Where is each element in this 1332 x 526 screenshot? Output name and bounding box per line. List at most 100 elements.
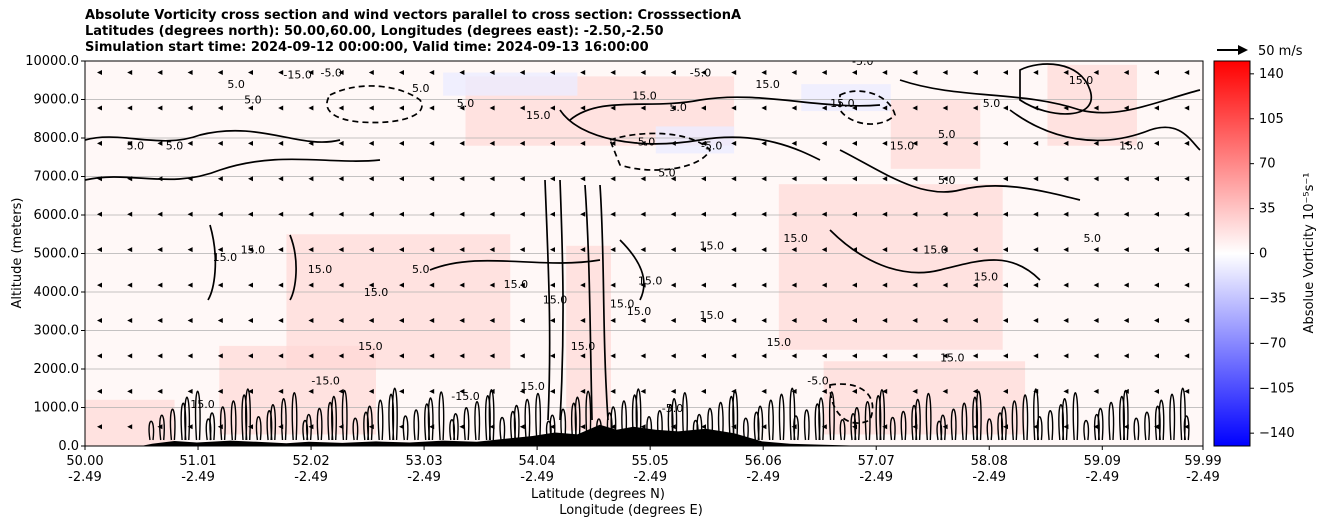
wind-vector — [459, 70, 465, 76]
wind-vector — [761, 211, 767, 217]
contour-line — [899, 79, 1201, 114]
negative-vorticity-region — [443, 72, 578, 96]
y-tick-label: 10000.0 — [25, 54, 79, 69]
wind-vector — [1093, 317, 1099, 323]
wind-vector — [791, 140, 797, 146]
wind-vector — [519, 176, 525, 182]
wind-vector — [338, 140, 344, 146]
wind-vector — [1093, 105, 1099, 111]
wind-vector — [821, 317, 827, 323]
wind-vector — [942, 353, 948, 359]
wind-vector — [127, 176, 133, 182]
wind-vector — [1063, 247, 1069, 253]
wind-vector — [821, 70, 827, 76]
wind-vector — [187, 211, 193, 217]
x-tick-label-lon: -2.49 — [859, 470, 893, 485]
vorticity-region — [778, 184, 1003, 350]
wind-vector — [1184, 353, 1190, 359]
wind-vector — [97, 353, 102, 359]
wind-vector — [187, 424, 193, 430]
wind-vector — [248, 176, 253, 182]
contour-line — [280, 398, 287, 441]
contour-line — [544, 179, 551, 421]
wind-vector — [1003, 176, 1008, 182]
x-tick-label-lon: -2.49 — [1085, 470, 1119, 485]
wind-vector — [519, 317, 525, 323]
contour-line — [306, 414, 312, 441]
wind-vector — [761, 70, 767, 76]
wind-vector — [882, 247, 888, 253]
wind-vector — [701, 282, 706, 288]
wind-vector — [580, 317, 586, 323]
wind-vector — [610, 282, 616, 288]
contour-label: 15.0 — [610, 297, 635, 310]
wind-vector — [821, 282, 827, 288]
wind-vector — [731, 282, 737, 288]
wind-vector — [127, 388, 133, 394]
wind-vector — [399, 70, 404, 76]
wind-vector — [217, 70, 223, 76]
wind-vector — [550, 282, 555, 288]
x-tick-label-lon: -2.49 — [181, 470, 215, 485]
contour-line — [940, 414, 946, 441]
wind-vector — [882, 282, 888, 288]
wind-vector — [1003, 105, 1008, 111]
wind-key: 50 m/s — [1217, 44, 1303, 59]
wind-vector — [459, 140, 465, 146]
wind-vector — [519, 70, 525, 76]
contour-label: 15.0 — [358, 340, 383, 353]
wind-vector — [670, 424, 676, 430]
wind-vector — [550, 317, 555, 323]
contour-label: 15.0 — [632, 90, 657, 103]
colorbar-tick-label: −140 — [1259, 426, 1295, 441]
wind-vector — [187, 247, 193, 253]
wind-vector — [640, 282, 646, 288]
wind-vector — [489, 211, 495, 217]
wind-vector — [459, 176, 465, 182]
wind-vector — [1184, 105, 1190, 111]
wind-vector — [640, 140, 646, 146]
wind-vector — [640, 211, 646, 217]
wind-vector — [217, 140, 223, 146]
wind-vector — [399, 140, 404, 146]
contour-line — [803, 409, 810, 441]
x-tick-label-lat: 59.09 — [1084, 454, 1121, 469]
wind-vector — [1123, 105, 1129, 111]
contour-label: -15.0 — [283, 68, 311, 81]
wind-vector — [278, 211, 284, 217]
wind-vector — [1033, 211, 1039, 217]
chart-title-line-1: Absolute Vorticity cross section and win… — [85, 8, 742, 23]
wind-vector — [1033, 317, 1039, 323]
wind-vector — [972, 247, 978, 253]
contour-line — [879, 389, 886, 441]
wind-vector — [791, 70, 797, 76]
wind-vector — [670, 247, 676, 253]
wind-vector — [1033, 282, 1039, 288]
wind-vector — [127, 353, 133, 359]
wind-vector — [972, 140, 978, 146]
contour-label: 5.0 — [412, 263, 430, 276]
contour-line — [864, 401, 871, 441]
wind-vector — [459, 388, 465, 394]
wind-vector — [821, 247, 827, 253]
wind-vector — [1123, 424, 1129, 430]
contour-label: 5.0 — [244, 93, 262, 106]
wind-vector — [1123, 353, 1129, 359]
contour-label: 15.0 — [783, 232, 808, 245]
contour-line — [413, 409, 420, 441]
contour-label: 15.0 — [940, 351, 965, 364]
contour-label: 15.0 — [526, 109, 551, 122]
wind-vector — [972, 317, 978, 323]
x-tick-label-lat: 57.07 — [858, 454, 895, 469]
wind-vector — [489, 282, 495, 288]
wind-vector — [731, 247, 737, 253]
contour-line — [925, 392, 932, 441]
contour-line — [85, 158, 381, 181]
wind-vector — [550, 70, 555, 76]
wind-vector — [278, 353, 284, 359]
wind-vector — [761, 388, 767, 394]
contour-label: 15.0 — [755, 78, 780, 91]
wind-vector — [308, 140, 314, 146]
wind-vector — [97, 70, 102, 76]
wind-vector — [1003, 211, 1008, 217]
